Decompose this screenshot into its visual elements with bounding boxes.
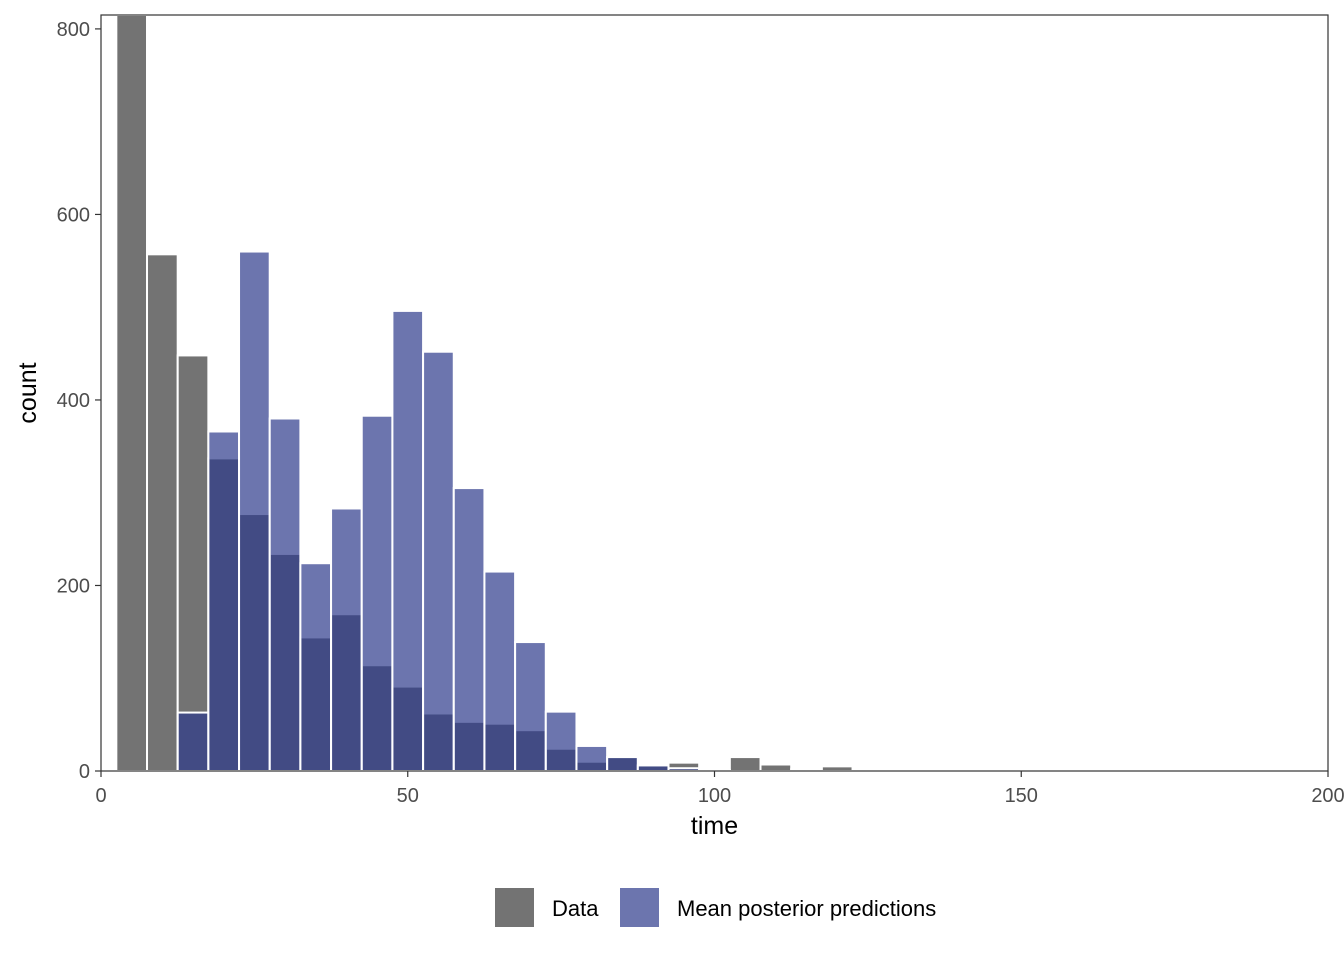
y-tick-label: 800 xyxy=(57,19,90,41)
legend-label-predictions: Mean posterior predictions xyxy=(677,896,936,921)
x-tick-label: 50 xyxy=(397,785,419,807)
data-bar xyxy=(146,253,179,772)
prediction-bar xyxy=(330,507,363,772)
prediction-bar xyxy=(514,641,547,772)
prediction-bar xyxy=(268,417,302,772)
prediction-bar xyxy=(544,710,578,772)
x-axis: 0 50 100 150 200 xyxy=(95,771,1344,807)
data-bar xyxy=(759,763,793,773)
y-axis: 0 200 400 600 800 xyxy=(57,19,101,783)
legend-key-predictions xyxy=(620,888,659,927)
x-tick-label: 200 xyxy=(1311,785,1344,807)
prediction-bar xyxy=(238,250,271,773)
data-bar xyxy=(820,765,854,772)
legend: Data Mean posterior predictions xyxy=(495,888,936,927)
y-tick-label: 600 xyxy=(57,204,90,226)
legend-key-data xyxy=(495,888,534,927)
prediction-bar xyxy=(636,764,670,772)
prediction-bar xyxy=(360,414,394,772)
prediction-bar xyxy=(422,350,455,772)
legend-label-data: Data xyxy=(552,896,599,921)
x-axis-title: time xyxy=(691,812,738,840)
prediction-bar xyxy=(606,756,639,772)
prediction-series-bars xyxy=(176,250,731,773)
y-tick-label: 200 xyxy=(57,575,90,597)
prediction-bar xyxy=(391,309,425,772)
prediction-bar xyxy=(176,711,210,772)
prediction-bar xyxy=(483,570,517,772)
prediction-bar xyxy=(575,744,609,772)
x-tick-label: 100 xyxy=(698,785,731,807)
x-tick-label: 150 xyxy=(1005,785,1038,807)
x-tick-label: 0 xyxy=(95,785,106,807)
y-tick-label: 0 xyxy=(79,761,90,783)
prediction-bar xyxy=(452,487,486,772)
y-axis-title: count xyxy=(14,362,42,423)
y-tick-label: 400 xyxy=(57,390,90,412)
data-bar xyxy=(728,756,762,772)
prediction-bar xyxy=(207,430,241,772)
data-bar xyxy=(115,14,149,772)
data-bar xyxy=(176,354,210,772)
prediction-bar xyxy=(299,562,333,772)
